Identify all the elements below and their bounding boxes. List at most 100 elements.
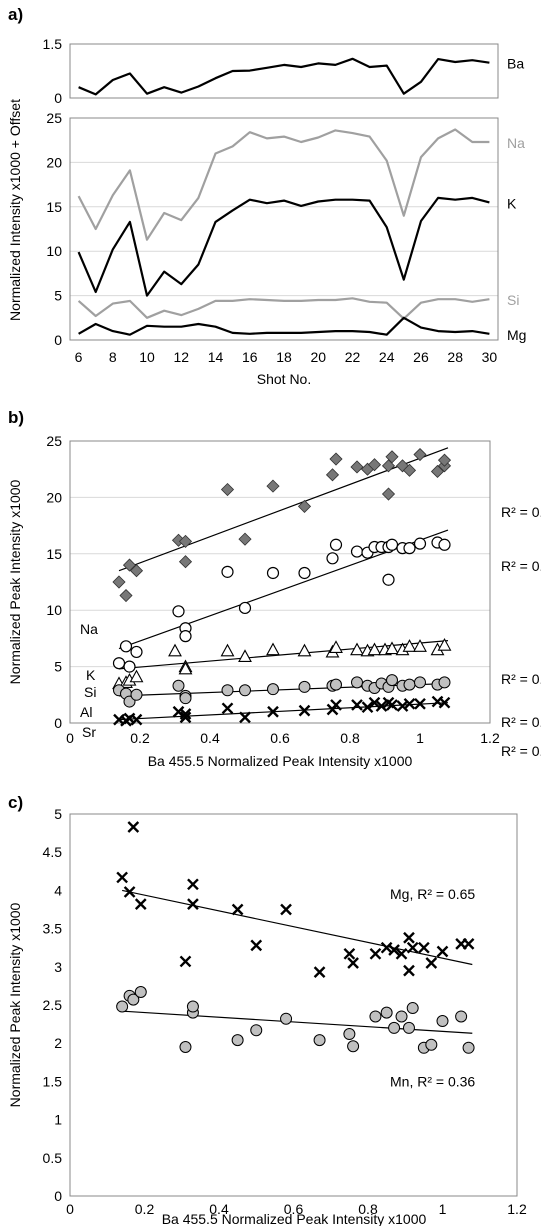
panel-b-ytick: 20 [46,489,62,505]
panel-c: c) 0 0.5 1 1.5 2 2.5 3 3.5 4 4.5 5 0 0.2 0.4 0.6 0.8 1 1.… [7,793,527,1226]
r2-label-na: R² = 0.89 [501,504,541,520]
point-mn [436,1015,449,1028]
point-k [238,601,252,615]
point-si [402,639,417,652]
point-al [130,688,143,701]
point-mn [462,1041,475,1054]
point-al [438,676,451,689]
point-sr [221,702,234,715]
point-si [266,642,280,656]
point-na [119,588,133,603]
panel-c-ytick: 3.5 [43,921,63,937]
panel-a-top-plot-area [69,43,499,99]
point-sr [368,696,381,709]
point-na [413,447,427,462]
point-al [298,680,311,693]
series-label-ba: Ba [507,56,524,72]
point-k [112,657,126,670]
point-na [402,463,417,477]
panel-c-xtick: 0.2 [135,1201,155,1217]
point-sr [361,701,374,714]
point-k [385,538,399,551]
point-sr [130,713,143,726]
panel-b-ytick: 25 [46,433,62,449]
r2-label-k: R² = 0.92 [501,558,541,574]
panel-c-ytick: 2.5 [43,997,63,1013]
point-mn [425,1038,438,1051]
panel-a-xtick: 8 [109,349,117,365]
point-na [430,464,445,479]
panel-a-bottom-ytick: 25 [46,110,62,126]
panel-b-ytick: 15 [46,546,62,562]
panel-b-xlabel: Ba 455.5 Normalized Peak Intensity x1000 [148,753,413,769]
series-label-mg: Mg [507,327,526,343]
point-mn [179,1041,192,1054]
point-mg [127,821,140,833]
point-mn [455,1010,468,1023]
point-mn [388,1021,401,1034]
panel-b-ytick: 10 [46,602,62,618]
panel-a-bottom-gridlines [70,117,498,341]
point-k [438,538,451,551]
point-na [437,453,452,467]
point-mn [380,1006,393,1019]
panel-c-ytick: 0 [54,1188,62,1204]
point-sr [438,696,451,709]
trendline-mg [122,889,473,966]
point-mg [187,898,199,911]
point-al [351,676,363,689]
panel-c-ytick: 2 [54,1035,62,1051]
r2-label-al: R² = 0.71 [501,714,541,730]
panel-a-xtick: 28 [447,349,463,365]
panel-a-xtick: 20 [310,349,326,365]
panel-b-ytick: 5 [54,659,62,675]
series-label-k: K [86,667,96,683]
point-k [329,538,343,551]
r2-label-si: R² = 0.84 [501,671,541,687]
panel-b-points [112,447,452,727]
point-sr [414,697,426,710]
point-si [168,643,182,657]
point-na [381,487,396,501]
point-si [437,638,452,651]
point-si [220,643,235,657]
series-line-mg [78,316,490,336]
panel-c-trendlines [122,889,473,1034]
point-mg [134,898,147,911]
panel-c-xlabel: Ba 455.5 Normalized Peak Intensity x1000 [162,1211,427,1226]
point-mg [343,947,356,960]
panel-a-bottom-ytick: 20 [46,154,62,170]
panel-c-ytick: 4 [54,882,62,898]
point-na [220,482,235,497]
point-al [221,684,234,697]
panel-b-ylabel: Normalized Peak Intensity x1000 [7,479,23,684]
point-si [350,642,364,656]
point-mn [186,1000,199,1013]
point-k [382,573,395,586]
point-k [123,660,136,673]
point-mg [418,941,430,954]
point-sr [386,699,398,711]
panel-a-xtick: 22 [345,349,361,365]
panel-a-xtick: 14 [208,349,224,365]
panel-a-series: Ba Na K Si Mg [77,56,526,343]
panel-b-trendlines [118,447,449,721]
point-sr [330,699,342,711]
point-mn [116,1000,129,1013]
panel-b-series-labels: R² = 0.89 R² = 0.92 R² = 0.84 R² = 0.71 R² =… [80,504,541,759]
panel-a-bottom-plot-area [69,117,499,341]
point-al [267,683,279,696]
panel-c-ylabel: Normalized Peak Intensity x1000 [7,902,23,1107]
point-mg [462,938,475,950]
panel-c-points [116,821,475,1054]
point-k [403,542,416,555]
panel-b-label: b) [8,408,24,427]
panel-b-xtick: 0.4 [200,730,220,746]
series-line-k [77,196,490,297]
point-mg [369,947,382,960]
panel-a-xtick: 16 [242,349,258,365]
point-k [413,537,427,550]
panel-a-xtick: 6 [75,349,83,365]
point-mn [127,993,140,1006]
point-si [178,661,193,675]
